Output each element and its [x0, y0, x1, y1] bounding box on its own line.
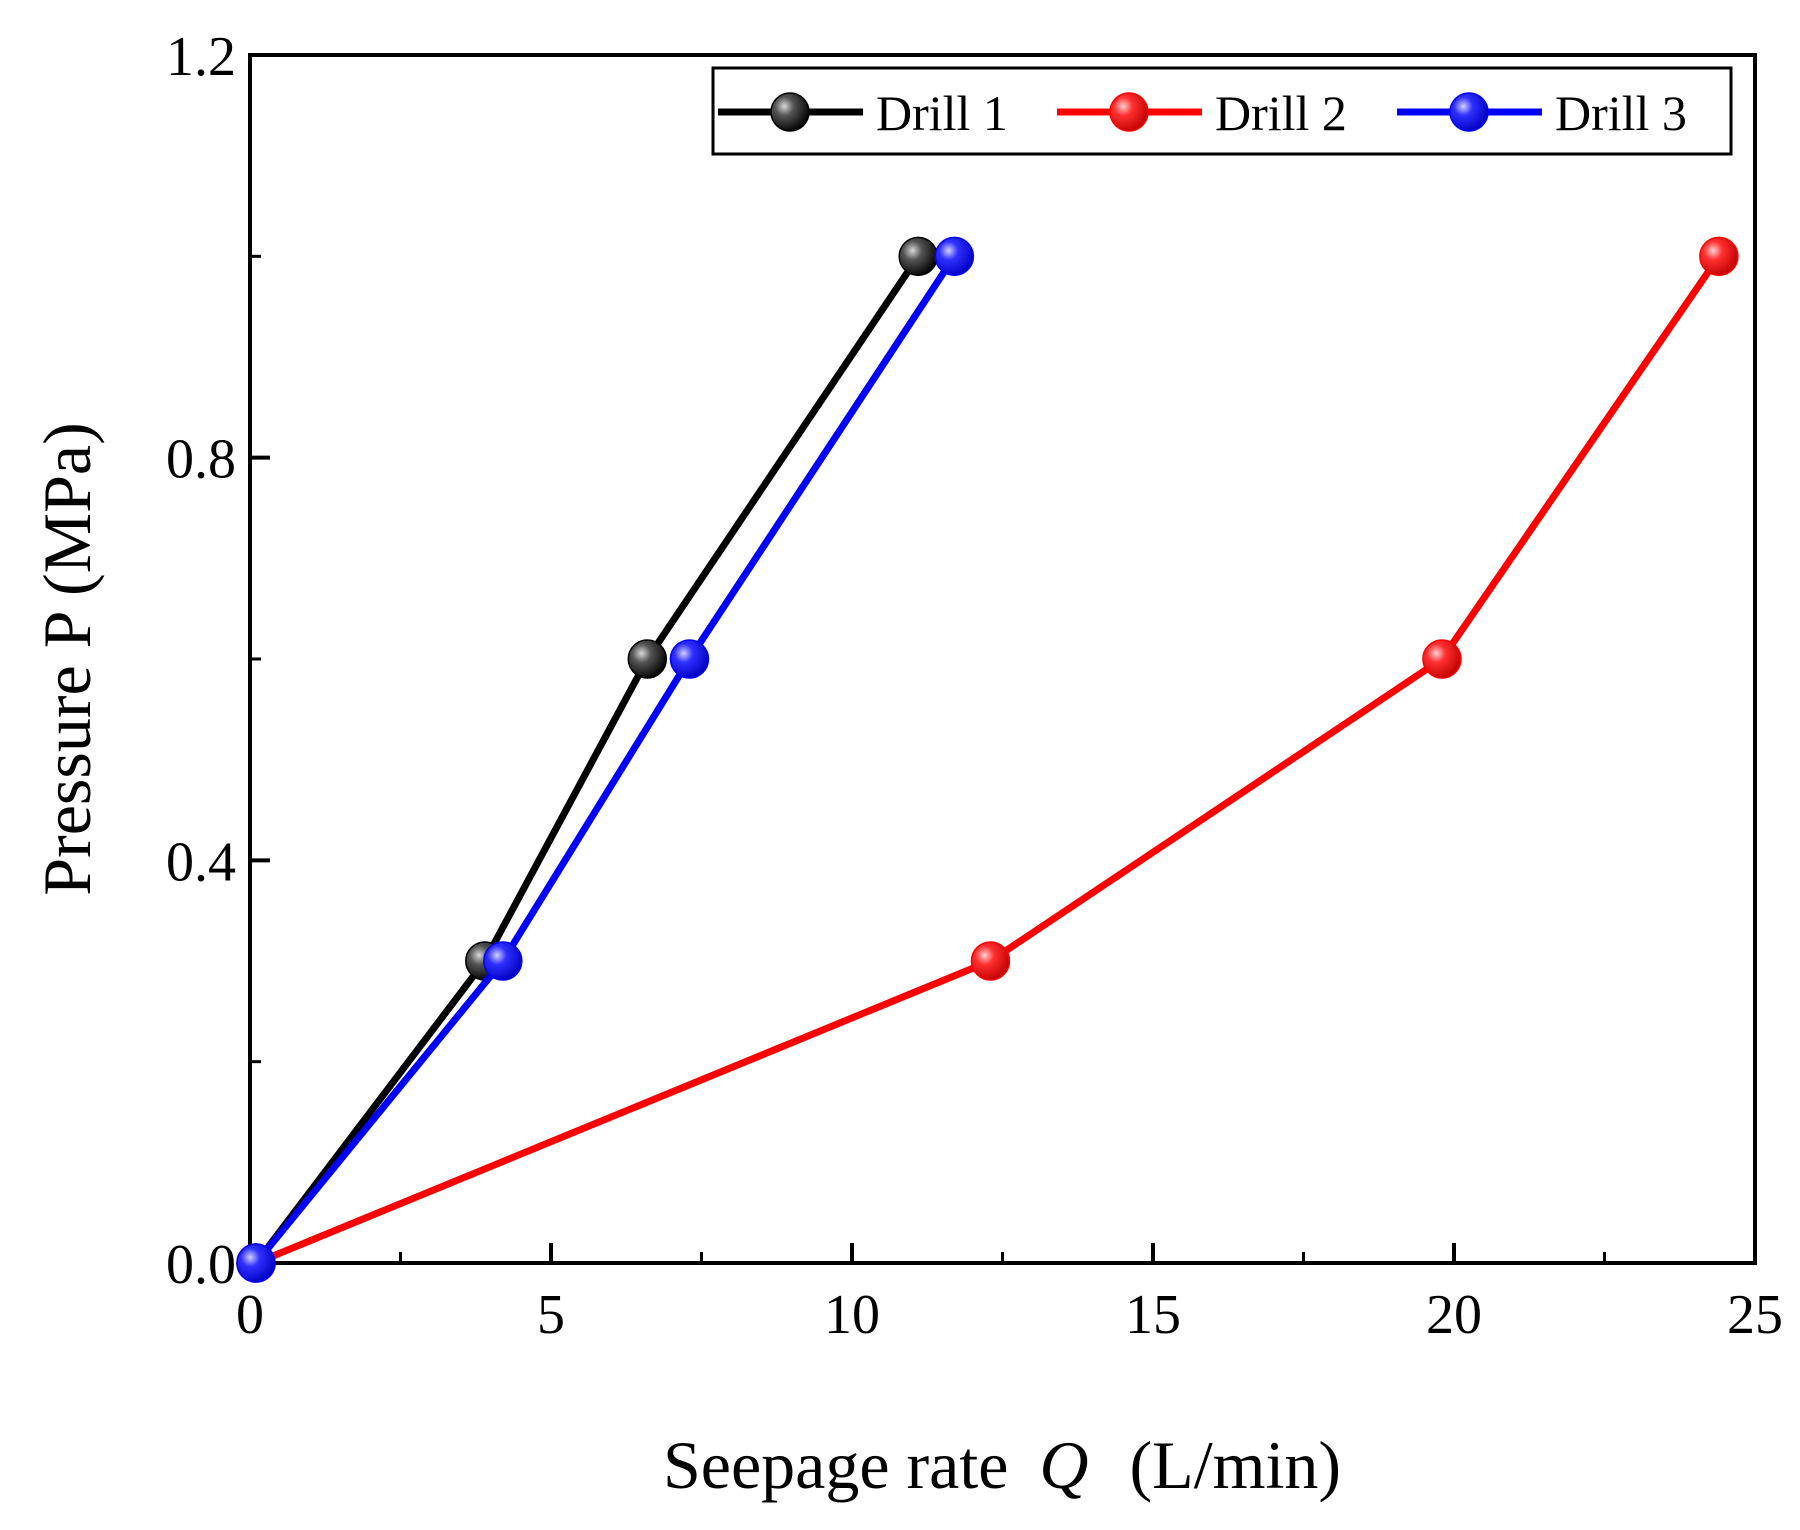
y-axis-title: Pressure P (MPa) [29, 422, 105, 895]
legend: Drill 1 Drill 2 Drill 3 [711, 66, 1733, 156]
y-tick-label: 0.8 [166, 429, 236, 491]
plot-area [236, 53, 1757, 1283]
data-point [483, 941, 523, 981]
plot-frame [248, 53, 1757, 1265]
x-axis-title-symbol: Q [1039, 1427, 1088, 1503]
x-tick-label: 0 [236, 1284, 264, 1346]
data-point [898, 236, 938, 277]
data-point [1422, 639, 1462, 679]
legend-label: Drill 1 [876, 85, 1008, 141]
legend-label: Drill 3 [1555, 85, 1687, 141]
legend-entry-drill-3: Drill 3 [1397, 85, 1687, 141]
series-drill-2 [236, 236, 1739, 1283]
x-axis-title-text: Seepage rate [663, 1427, 1008, 1503]
legend-marker [1109, 92, 1149, 132]
y-tick-label: 0.0 [166, 1234, 236, 1296]
data-point [669, 639, 710, 679]
series-drill-3 [236, 236, 975, 1283]
legend-box [711, 66, 1733, 156]
legend-entry-drill-1: Drill 1 [718, 85, 1008, 141]
series-layer [236, 236, 1739, 1283]
legend-entry-drill-2: Drill 2 [1057, 85, 1347, 141]
x-axis-title-unit: (L/min) [1130, 1427, 1342, 1503]
series-line [254, 254, 1722, 1267]
data-point [1699, 236, 1739, 277]
tick-labels: 0 5 10 15 20 25 0.0 0.4 0.8 1.2 [166, 26, 1783, 1346]
legend-marker [1449, 92, 1489, 132]
legend-entries: Drill 1 Drill 2 Drill 3 [718, 85, 1687, 141]
x-tick-label: 15 [1125, 1284, 1181, 1346]
data-point [627, 639, 668, 679]
legend-marker [770, 92, 810, 132]
y-tick-label: 1.2 [166, 26, 236, 88]
axis-ticks [248, 53, 1757, 1265]
series-line [253, 254, 922, 1266]
y-tick-label: 0.4 [166, 831, 236, 893]
data-point [934, 236, 975, 277]
x-tick-label: 25 [1727, 1284, 1783, 1346]
data-point [970, 941, 1011, 981]
legend-label: Drill 2 [1215, 85, 1347, 141]
series-line [253, 254, 958, 1266]
x-axis-title: Seepage rate Q (L/min) [663, 1427, 1341, 1503]
data-point [236, 1243, 276, 1283]
x-tick-label: 5 [537, 1284, 565, 1346]
x-tick-label: 10 [824, 1284, 880, 1346]
x-tick-label: 20 [1426, 1284, 1482, 1346]
